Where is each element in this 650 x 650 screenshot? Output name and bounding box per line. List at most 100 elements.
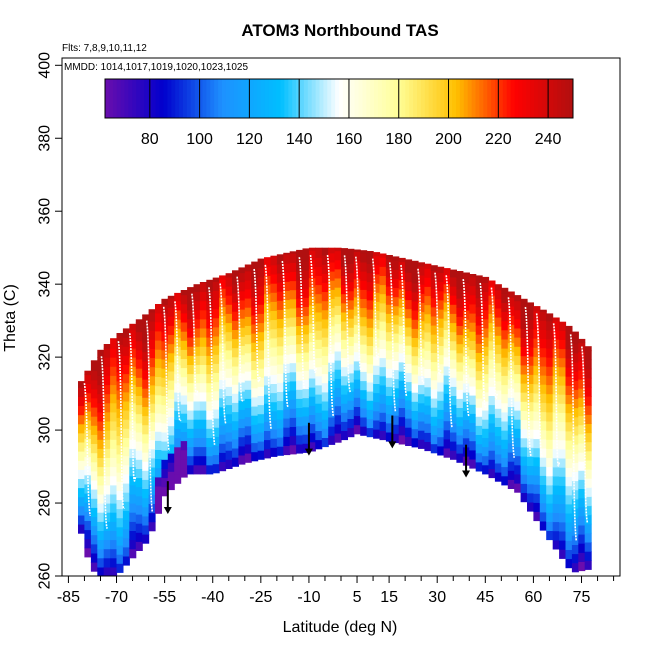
heatmap-cell bbox=[180, 458, 188, 469]
heatmap-cell bbox=[360, 371, 368, 382]
heatmap-cell bbox=[90, 407, 98, 417]
heatmap-cell bbox=[206, 279, 214, 283]
heatmap-cell bbox=[78, 423, 85, 434]
heatmap-cell bbox=[450, 386, 457, 396]
heatmap-cell bbox=[578, 424, 586, 435]
heatmap-cell bbox=[289, 399, 297, 409]
colorbar-segment bbox=[280, 79, 285, 118]
heatmap-cell bbox=[565, 394, 573, 405]
heatmap-cell bbox=[437, 345, 445, 356]
colorbar-segment bbox=[557, 79, 562, 118]
heatmap-cell bbox=[161, 368, 169, 378]
heatmap-cell bbox=[212, 390, 220, 401]
heatmap-cell bbox=[334, 433, 342, 443]
heatmap-cell bbox=[341, 394, 348, 404]
colorbar-segment bbox=[420, 79, 426, 118]
heatmap-cell bbox=[533, 493, 541, 503]
heatmap-cell bbox=[405, 408, 413, 419]
heatmap-cell bbox=[212, 281, 220, 291]
heatmap-cell bbox=[347, 248, 355, 255]
heatmap-cell bbox=[180, 322, 188, 332]
heatmap-cell bbox=[244, 361, 252, 372]
heatmap-cell bbox=[315, 439, 323, 450]
heatmap-cell bbox=[219, 275, 227, 280]
heatmap-cell bbox=[405, 299, 413, 310]
heatmap-cell bbox=[155, 358, 162, 368]
heatmap-cell bbox=[110, 421, 118, 431]
heatmap-cell bbox=[225, 450, 233, 460]
flight-track bbox=[191, 293, 199, 397]
heatmap-cell bbox=[443, 402, 451, 413]
heatmap-cell bbox=[308, 341, 316, 352]
heatmap-cell bbox=[135, 532, 143, 542]
heatmap-cell bbox=[450, 422, 457, 433]
heatmap-cell bbox=[353, 278, 361, 289]
heatmap-cell bbox=[385, 304, 393, 314]
heatmap-cell bbox=[264, 394, 271, 404]
heatmap-cell bbox=[135, 422, 143, 433]
heatmap-cell bbox=[129, 393, 137, 404]
heatmap-cell bbox=[257, 441, 265, 451]
heatmap-cell bbox=[180, 413, 188, 423]
heatmap-cell bbox=[110, 466, 118, 477]
heatmap-cell bbox=[122, 328, 130, 338]
heatmap-cell bbox=[315, 266, 323, 276]
heatmap-cell bbox=[212, 418, 220, 428]
heatmap-cell bbox=[251, 387, 259, 398]
heatmap-cell bbox=[103, 530, 111, 541]
x-tick-label: -10 bbox=[297, 589, 320, 606]
heatmap-cell bbox=[257, 267, 265, 278]
heatmap-cell bbox=[276, 437, 284, 447]
heatmap-cell bbox=[328, 307, 336, 318]
heatmap-cell bbox=[418, 275, 425, 285]
heatmap-cell bbox=[559, 321, 567, 331]
heatmap-cell bbox=[437, 318, 445, 328]
colorbar-segment bbox=[144, 79, 149, 118]
heatmap-cell bbox=[443, 429, 451, 440]
heatmap-cell bbox=[565, 531, 573, 541]
heatmap-cell bbox=[97, 466, 105, 477]
heatmap-cell bbox=[161, 486, 169, 497]
heatmap-cell bbox=[385, 386, 393, 396]
heatmap-cell bbox=[257, 359, 265, 369]
heatmap-cell bbox=[578, 488, 586, 499]
heatmap-cell bbox=[501, 302, 509, 313]
heatmap-cell bbox=[552, 521, 560, 532]
heatmap-cell bbox=[296, 425, 304, 436]
heatmap-cell bbox=[283, 436, 291, 446]
heatmap-cell bbox=[142, 415, 150, 426]
heatmap-cell bbox=[199, 364, 207, 375]
colorbar-frame bbox=[104, 78, 574, 119]
heatmap-cell bbox=[353, 379, 361, 389]
heatmap-cell bbox=[296, 325, 304, 336]
heatmap-cell bbox=[90, 425, 98, 435]
heatmap-cell bbox=[116, 481, 124, 491]
heatmap-cell bbox=[507, 324, 515, 334]
heatmap-cell bbox=[78, 469, 85, 479]
heatmap-cell bbox=[97, 421, 105, 431]
heatmap-cell bbox=[456, 407, 464, 418]
heatmap-cell bbox=[501, 411, 509, 422]
heatmap-cell bbox=[193, 346, 201, 356]
heatmap-cell bbox=[122, 364, 130, 375]
heatmap-cell bbox=[264, 421, 271, 431]
heatmap-cell bbox=[539, 320, 547, 330]
heatmap-cell bbox=[379, 253, 387, 258]
heatmap-cell bbox=[289, 280, 297, 291]
heatmap-cell bbox=[578, 470, 586, 480]
heatmap-cell bbox=[167, 462, 175, 472]
heatmap-cell bbox=[148, 412, 156, 422]
heatmap-cell bbox=[418, 293, 425, 303]
heatmap-cell bbox=[257, 295, 265, 305]
dates-note: MMDD: 1014,1017,1019,1020,1023,1025 bbox=[64, 62, 248, 73]
heatmap-cell bbox=[135, 349, 143, 360]
heatmap-cell bbox=[103, 393, 111, 404]
heatmap-cell bbox=[308, 350, 316, 361]
heatmap-cell bbox=[187, 382, 195, 393]
heatmap-cell bbox=[462, 300, 470, 311]
heatmap-cell bbox=[424, 332, 432, 342]
heatmap-cell bbox=[385, 422, 393, 433]
colorbar-segment bbox=[241, 79, 246, 118]
heatmap-cell bbox=[78, 405, 85, 416]
colorbar-tick-label: 220 bbox=[485, 131, 512, 148]
